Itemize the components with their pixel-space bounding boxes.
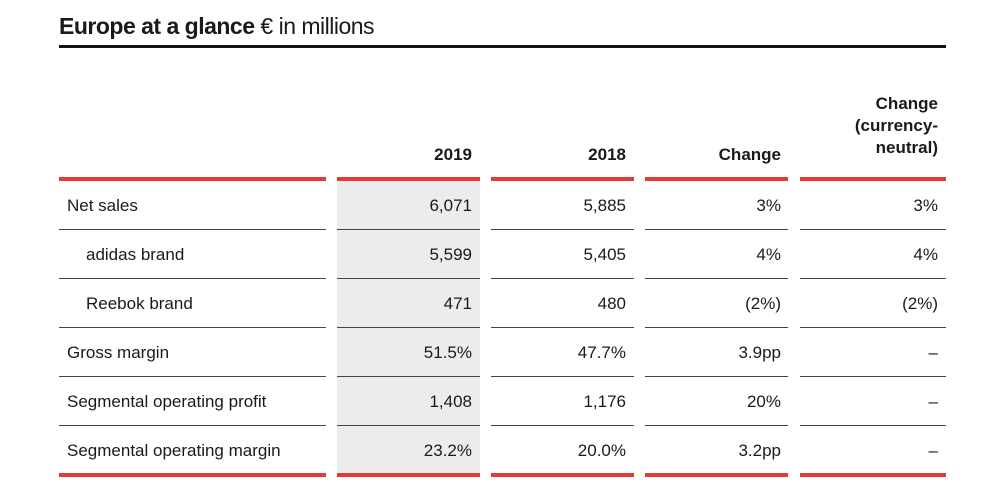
header-change-currency-neutral: Change (currency- neutral) — [800, 93, 938, 159]
cell-change-cn: – — [928, 343, 938, 362]
row-separator — [59, 278, 326, 279]
row-separator — [491, 278, 634, 279]
cell-2018: 5,885 — [583, 196, 626, 215]
cell-change-cn: – — [928, 441, 938, 460]
cell-change-cn: (2%) — [902, 294, 938, 313]
row-separator — [491, 425, 634, 426]
header-rule-change — [645, 177, 788, 181]
header-change-cn-line1: Change — [875, 94, 938, 113]
header-rule-label — [59, 177, 326, 181]
row-separator — [337, 278, 480, 279]
cell-2018: 480 — [597, 294, 626, 313]
row-label: Reebok brand — [86, 294, 193, 313]
row-separator — [59, 327, 326, 328]
row-separator — [800, 376, 946, 377]
row-label: Segmental operating margin — [67, 441, 281, 460]
cell-2019: 6,071 — [429, 196, 472, 215]
row-separator — [337, 376, 480, 377]
row-separator — [491, 327, 634, 328]
footer-rule-2018 — [491, 473, 634, 477]
row-separator — [645, 425, 788, 426]
row-separator — [800, 278, 946, 279]
row-separator — [645, 327, 788, 328]
row-label: adidas brand — [86, 245, 185, 264]
row-separator — [645, 278, 788, 279]
row-separator — [645, 376, 788, 377]
footer-rule-label — [59, 473, 326, 477]
cell-change: (2%) — [745, 294, 781, 313]
cell-change: 4% — [756, 245, 781, 264]
cell-2018: 20.0% — [577, 441, 626, 460]
header-change-cn-line2: (currency- — [854, 116, 938, 135]
header-change: Change — [718, 145, 781, 164]
header-rule-2019 — [337, 177, 480, 181]
cell-2019: 23.2% — [423, 441, 472, 460]
row-separator — [800, 425, 946, 426]
cell-2019: 1,408 — [429, 392, 472, 411]
row-label: Segmental operating profit — [67, 392, 267, 411]
row-separator — [337, 425, 480, 426]
title-main: Europe at a glance — [59, 13, 255, 39]
cell-change-cn: 4% — [913, 245, 938, 264]
footer-rule-2019 — [337, 473, 480, 477]
title-rule — [59, 45, 946, 48]
row-label: Net sales — [67, 196, 138, 215]
cell-change: 3.2pp — [738, 441, 781, 460]
cell-2019: 5,599 — [429, 245, 472, 264]
footer-rule-change — [645, 473, 788, 477]
cell-2018: 47.7% — [577, 343, 626, 362]
header-change-cn-line3: neutral) — [875, 138, 938, 157]
cell-change-cn: – — [928, 392, 938, 411]
row-separator — [337, 229, 480, 230]
cell-change-cn: 3% — [913, 196, 938, 215]
header-2019: 2019 — [434, 145, 472, 164]
footer-rule-change-cn — [800, 473, 946, 477]
page-title: Europe at a glance € in millions — [59, 12, 375, 40]
row-separator — [800, 327, 946, 328]
header-rule-2018 — [491, 177, 634, 181]
header-2018: 2018 — [588, 145, 626, 164]
cell-2018: 1,176 — [583, 392, 626, 411]
row-separator — [59, 229, 326, 230]
cell-2019: 471 — [443, 294, 472, 313]
row-label: Gross margin — [67, 343, 170, 362]
cell-change: 20% — [746, 392, 781, 411]
cell-change: 3.9pp — [738, 343, 781, 362]
cell-2018: 5,405 — [583, 245, 626, 264]
row-separator — [645, 229, 788, 230]
header-rule-change-cn — [800, 177, 946, 181]
row-separator — [337, 327, 480, 328]
row-separator — [491, 376, 634, 377]
title-unit: € in millions — [260, 13, 375, 39]
row-separator — [59, 425, 326, 426]
cell-change: 3% — [756, 196, 781, 215]
row-separator — [491, 229, 634, 230]
row-separator — [800, 229, 946, 230]
row-separator — [59, 376, 326, 377]
cell-2019: 51.5% — [423, 343, 472, 362]
